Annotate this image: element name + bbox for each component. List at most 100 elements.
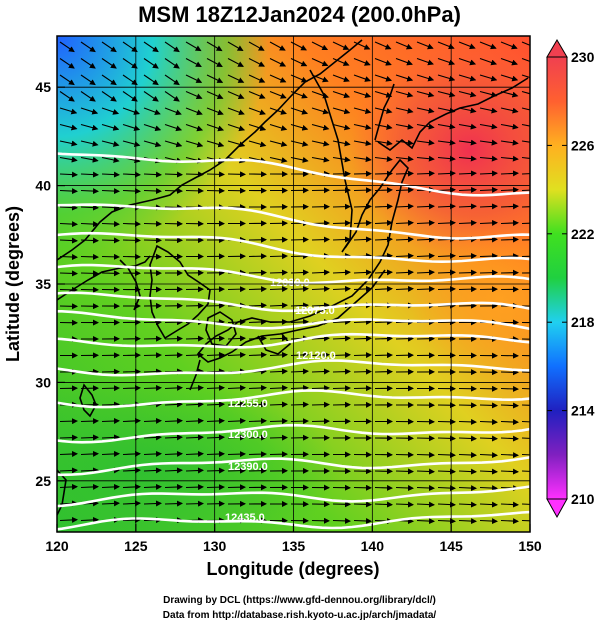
wind-vector bbox=[122, 58, 138, 69]
wind-vector bbox=[458, 203, 477, 210]
wind-vector bbox=[437, 107, 456, 114]
wind-vector bbox=[59, 270, 78, 277]
wind-vector bbox=[416, 219, 435, 226]
wind-vector bbox=[185, 484, 204, 491]
wind-vector bbox=[206, 335, 225, 342]
colorbar-tick-label: 226 bbox=[571, 137, 595, 153]
wind-vector bbox=[500, 90, 519, 98]
wind-vector bbox=[374, 236, 393, 243]
wind-vector bbox=[374, 484, 393, 491]
wind-vector bbox=[164, 335, 183, 342]
wind-vector bbox=[185, 123, 204, 132]
wind-vector bbox=[374, 90, 393, 98]
wind-vector bbox=[122, 140, 141, 148]
wind-vector bbox=[164, 204, 183, 211]
wind-vector bbox=[374, 352, 393, 359]
x-tick-label: 140 bbox=[361, 538, 385, 554]
grid-lines bbox=[57, 36, 530, 532]
wind-vector bbox=[101, 74, 117, 86]
wind-vector bbox=[101, 123, 120, 131]
wind-vector bbox=[311, 41, 329, 51]
wind-vector bbox=[374, 107, 393, 114]
wind-vector bbox=[269, 384, 288, 391]
temperature-field bbox=[57, 36, 530, 532]
wind-vector bbox=[269, 318, 288, 325]
wind-vector bbox=[395, 219, 414, 226]
wind-vector bbox=[479, 123, 498, 130]
wind-vector bbox=[458, 286, 477, 293]
credits-line-2: Data from http://database.rish.kyoto-u.a… bbox=[162, 610, 437, 621]
wind-vector bbox=[521, 222, 530, 225]
wind-vector bbox=[332, 203, 351, 210]
wind-vector bbox=[227, 335, 246, 342]
wind-vector bbox=[122, 467, 141, 474]
wind-vector bbox=[122, 74, 138, 86]
wind-vector bbox=[185, 335, 204, 342]
wind-vector bbox=[122, 41, 138, 53]
wind-vector bbox=[311, 302, 330, 309]
wind-vector bbox=[101, 237, 120, 244]
wind-vector bbox=[521, 387, 530, 390]
wind-vector bbox=[248, 269, 267, 276]
wind-vector bbox=[395, 187, 414, 194]
wind-vector bbox=[143, 107, 161, 115]
wind-vector bbox=[374, 269, 393, 276]
wind-vector bbox=[248, 74, 266, 83]
wind-vector bbox=[185, 107, 203, 116]
wind-vector bbox=[521, 173, 530, 175]
wind-vector bbox=[500, 155, 519, 162]
wind-vector bbox=[59, 204, 78, 211]
wind-vector bbox=[332, 385, 351, 392]
wind-vector bbox=[353, 368, 372, 375]
wind-vector bbox=[122, 450, 141, 457]
wind-vector bbox=[458, 170, 477, 177]
credits: Drawing by DCL (https://www.gfd-dennou.o… bbox=[0, 593, 599, 623]
wind-vector bbox=[374, 156, 393, 162]
wind-vector bbox=[164, 58, 180, 69]
height-contour bbox=[57, 291, 530, 313]
wind-vector bbox=[500, 435, 519, 442]
wind-vector bbox=[332, 90, 351, 99]
wind-vector bbox=[332, 352, 351, 359]
wind-vector bbox=[80, 270, 99, 277]
wind-vector bbox=[416, 155, 435, 162]
wind-vector bbox=[458, 253, 477, 260]
wind-vector bbox=[500, 418, 519, 425]
wind-vector bbox=[311, 140, 330, 147]
wind-vector bbox=[206, 484, 225, 491]
wind-vector bbox=[332, 220, 351, 227]
wind-vector bbox=[122, 385, 141, 392]
wind-vector bbox=[248, 351, 267, 358]
wind-vector bbox=[353, 220, 372, 227]
colorbar-max-arrow bbox=[546, 39, 568, 58]
wind-vector bbox=[59, 434, 78, 441]
wind-vector bbox=[164, 500, 183, 507]
height-contour bbox=[57, 389, 530, 409]
wind-vector bbox=[374, 319, 393, 326]
wind-vector bbox=[59, 467, 78, 474]
wind-vector bbox=[500, 57, 518, 66]
wind-vector bbox=[143, 368, 162, 375]
wind-vector bbox=[311, 156, 330, 163]
wind-vector bbox=[80, 188, 99, 195]
wind-vector bbox=[248, 318, 267, 325]
height-contour bbox=[57, 485, 530, 508]
wind-vector bbox=[479, 253, 498, 260]
wind-vector bbox=[458, 418, 477, 425]
wind-vector bbox=[521, 189, 530, 192]
wind-vector bbox=[185, 58, 202, 67]
wind-vector bbox=[59, 253, 78, 260]
wind-vector bbox=[521, 404, 530, 406]
wind-vector bbox=[80, 58, 96, 69]
wind-vector bbox=[395, 484, 414, 491]
wind-vector bbox=[332, 156, 351, 163]
wind-vector bbox=[59, 91, 75, 102]
wind-vector bbox=[185, 90, 203, 100]
height-contour bbox=[57, 310, 530, 331]
wind-vector bbox=[353, 156, 372, 163]
contour-label: 12300.0 bbox=[228, 429, 268, 441]
wind-vector bbox=[458, 269, 477, 276]
wind-vector bbox=[248, 107, 266, 115]
wind-vector bbox=[227, 401, 246, 408]
wind-vector bbox=[227, 467, 246, 474]
